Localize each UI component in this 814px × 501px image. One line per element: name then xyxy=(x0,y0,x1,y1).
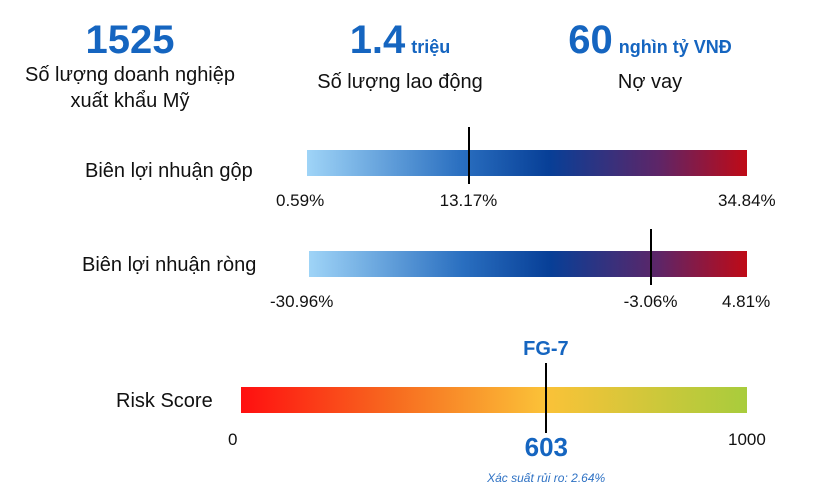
kpi-unit: triệu xyxy=(411,37,451,57)
kpi-labor-count: 1.4 triệu Số lượng lao động xyxy=(290,18,510,95)
net-margin-marker-tick: -3.06% xyxy=(623,292,678,311)
risk-min-tick: 0 xyxy=(228,430,238,449)
kpi-export-companies: 1525 Số lượng doanh nghiệp xuất khẩu Mỹ xyxy=(10,18,250,114)
gross-margin-marker-tick: 13.17% xyxy=(439,191,498,210)
net-margin-marker xyxy=(649,229,652,285)
gross-margin-min-tick: 0.59% xyxy=(276,191,325,210)
gross-margin-max-tick: 34.84% xyxy=(718,191,776,210)
risk-probability: Xác suất rủi ro: 2.64% xyxy=(487,471,606,485)
net-margin-max-tick: 4.81% xyxy=(722,292,771,311)
kpi-value: 1525 xyxy=(85,18,175,62)
gross-margin-bar xyxy=(307,150,747,176)
kpi-unit: nghìn tỷ VNĐ xyxy=(618,37,732,57)
risk-score-value: 603 xyxy=(524,432,568,462)
kpi-value: 60 nghìn tỷ VNĐ xyxy=(568,18,732,62)
risk-grade: FG-7 xyxy=(523,338,569,360)
risk-score-label: Risk Score xyxy=(116,390,213,412)
kpi-label: Số lượng doanh nghiệp xuất khẩu Mỹ xyxy=(25,64,235,112)
kpi-label: Số lượng lao động xyxy=(317,71,483,93)
kpi-debt: 60 nghìn tỷ VNĐ Nợ vay xyxy=(530,18,770,95)
risk-score-bar xyxy=(241,387,747,413)
kpi-value: 1.4 triệu xyxy=(349,18,451,62)
net-margin-label: Biên lợi nhuận ròng xyxy=(82,254,257,276)
gross-margin-marker xyxy=(467,127,470,184)
net-margin-bar xyxy=(309,251,747,277)
net-margin-min-tick: -30.96% xyxy=(270,292,334,311)
risk-max-tick: 1000 xyxy=(728,430,766,449)
gross-margin-label: Biên lợi nhuận gộp xyxy=(85,160,253,182)
kpi-label: Nợ vay xyxy=(617,71,683,93)
risk-score-marker xyxy=(545,363,548,433)
